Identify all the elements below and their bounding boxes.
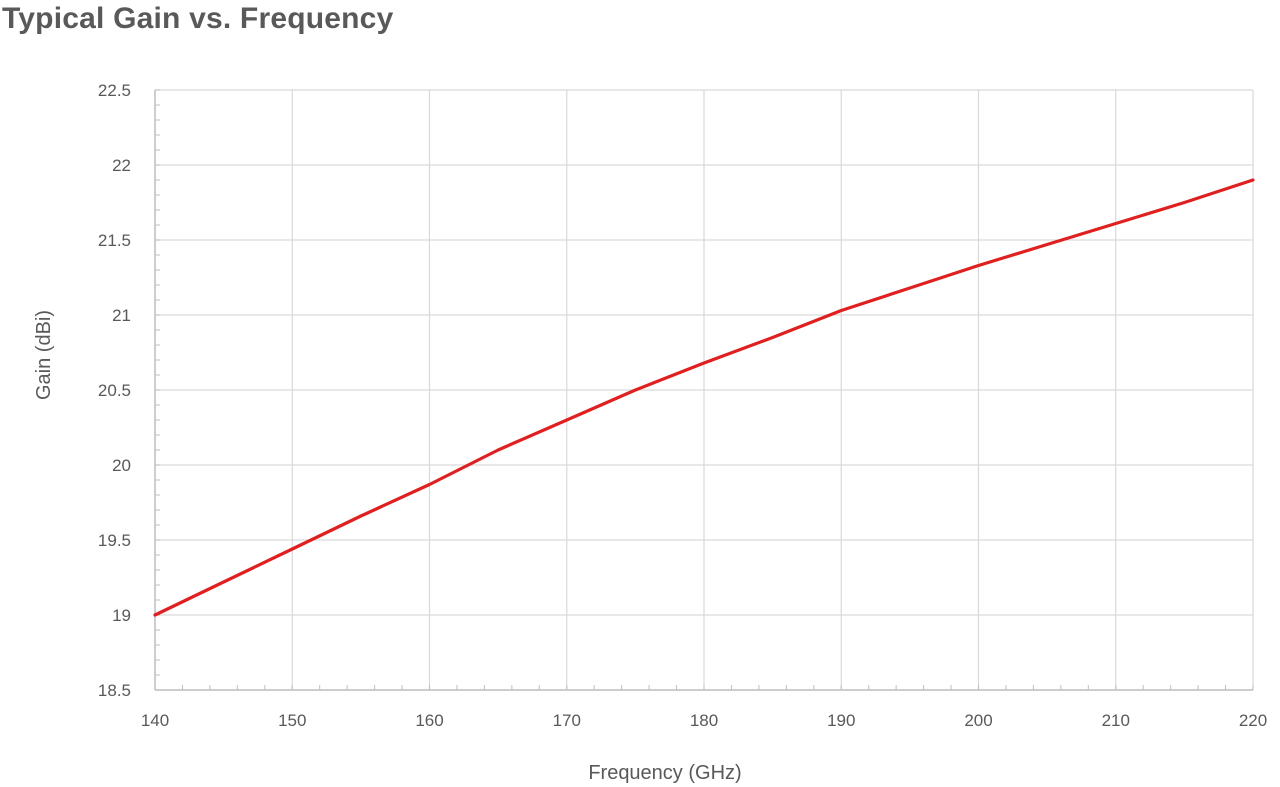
chart-title: Typical Gain vs. Frequency — [2, 2, 394, 35]
y-tick-label: 18.5 — [98, 681, 131, 700]
y-tick-label: 21.5 — [98, 231, 131, 250]
grid-lines — [154, 89, 1254, 691]
x-tick-label: 140 — [141, 711, 169, 730]
x-tick-label: 170 — [553, 711, 581, 730]
x-tick-label: 200 — [964, 711, 992, 730]
x-tick-labels: 140 150 160 170 180 190 200 210 220 — [141, 711, 1267, 730]
x-tick-label: 160 — [415, 711, 443, 730]
y-tick-label: 21 — [112, 306, 131, 325]
series-group — [153, 178, 1255, 617]
y-tick-label: 20.5 — [98, 381, 131, 400]
y-tick-label: 19.5 — [98, 531, 131, 550]
minor-ticks — [154, 89, 1254, 691]
x-tick-label: 210 — [1102, 711, 1130, 730]
y-axis-title: Gain (dBi) — [33, 310, 55, 400]
y-tick-label: 19 — [112, 606, 131, 625]
y-tick-label: 22 — [112, 156, 131, 175]
x-tick-label: 150 — [278, 711, 306, 730]
x-tick-label: 220 — [1239, 711, 1267, 730]
x-axis-title: Frequency (GHz) — [588, 762, 741, 784]
series-line — [153, 178, 1255, 617]
x-tick-label: 190 — [827, 711, 855, 730]
y-tick-labels: 18.5 19 19.5 20 20.5 21 21.5 22 22.5 — [98, 81, 131, 700]
y-tick-label: 20 — [112, 456, 131, 475]
y-tick-label: 22.5 — [98, 81, 131, 100]
x-tick-label: 180 — [690, 711, 718, 730]
